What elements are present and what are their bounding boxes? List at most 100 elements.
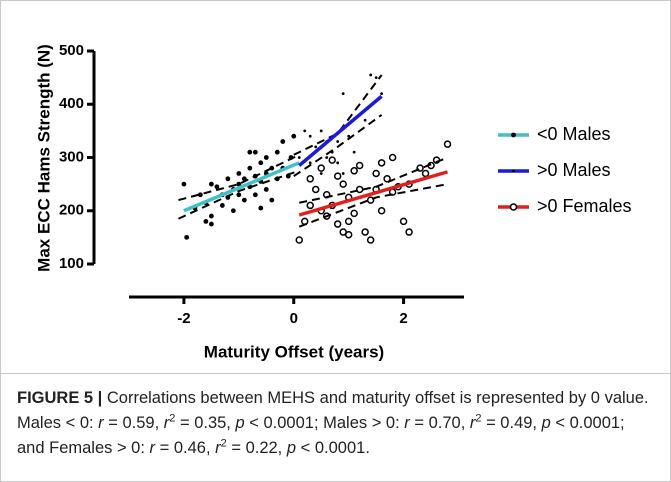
x-axis-title: Maturity Offset (years) (204, 342, 384, 361)
x-tick-label: 2 (399, 310, 407, 327)
point (252, 149, 258, 155)
confidence-band (293, 114, 383, 177)
caption-text: r (469, 414, 476, 432)
point (344, 230, 353, 239)
point (181, 181, 187, 187)
point (203, 218, 209, 224)
point (274, 149, 280, 155)
point (308, 161, 312, 165)
point (350, 209, 358, 218)
point (236, 181, 242, 187)
caption-text: = 0.49, (481, 414, 542, 432)
point (336, 140, 340, 143)
fit-line (183, 161, 300, 213)
fit-line (298, 170, 449, 217)
point (512, 169, 515, 173)
point (241, 197, 247, 203)
caption-text: r (163, 414, 170, 432)
confidence-band (293, 74, 383, 156)
point (184, 234, 190, 240)
point (319, 172, 323, 175)
point (225, 176, 231, 182)
point (328, 156, 336, 164)
point (311, 185, 320, 194)
y-tick-label: 400 (59, 95, 84, 112)
y-tick-label: 100 (59, 255, 84, 272)
point (339, 180, 347, 188)
caption-text: = 0.70, (409, 414, 470, 432)
y-axis-title: Max ECC Hams Strength (N) (34, 44, 53, 272)
point (319, 129, 323, 133)
chart: Max ECC Hams Strength (N) Maturity Offse… (34, 42, 631, 362)
point (405, 228, 413, 236)
point (306, 201, 314, 210)
point (280, 139, 286, 144)
point (236, 192, 242, 198)
confidence-band (298, 183, 448, 228)
point (336, 161, 340, 165)
point (369, 73, 373, 77)
point (443, 140, 452, 148)
caption-text: 2 (169, 412, 176, 425)
point (258, 205, 264, 211)
point (314, 145, 318, 149)
legend-label: >0 Males (537, 160, 611, 180)
fit-line (298, 94, 383, 167)
point (341, 92, 345, 95)
point (388, 153, 397, 162)
point (347, 134, 351, 138)
caption-text: r (98, 414, 104, 432)
point (350, 167, 358, 175)
caption-text: p (286, 439, 297, 457)
point (377, 206, 386, 215)
point (421, 169, 430, 178)
point (230, 208, 236, 214)
caption-text: 2 (220, 437, 227, 450)
point (197, 192, 203, 198)
point (214, 184, 220, 190)
point (509, 203, 518, 211)
point (308, 134, 312, 138)
point (352, 150, 356, 154)
point (208, 181, 214, 187)
point (306, 175, 314, 183)
caption-text: = 0.59, (103, 414, 164, 432)
point (333, 172, 342, 180)
point (269, 197, 275, 203)
caption-text: 2 (475, 412, 482, 425)
y-tick-label: 300 (59, 148, 84, 165)
point (383, 175, 391, 183)
point (341, 172, 345, 175)
point (317, 164, 325, 172)
point (247, 165, 253, 171)
point (355, 161, 364, 170)
caption-text: r (149, 439, 156, 457)
point (374, 76, 378, 80)
point (252, 192, 258, 198)
point (372, 169, 380, 178)
confidence-band (178, 169, 300, 220)
caption: FIGURE 5 | Correlations between MEHS and… (1, 373, 670, 461)
caption-text: r (404, 414, 410, 432)
point (366, 236, 375, 244)
point (236, 171, 242, 176)
point (297, 156, 301, 159)
point (208, 221, 214, 227)
point (355, 185, 364, 194)
caption-text: p (235, 414, 245, 432)
point (325, 156, 329, 159)
x-tick-label: -2 (177, 310, 190, 327)
point (258, 160, 264, 166)
point (263, 155, 269, 160)
point (263, 187, 269, 192)
caption-label: FIGURE 5 | (17, 389, 103, 407)
point (333, 220, 342, 228)
y-tick-label: 500 (59, 42, 84, 59)
caption-text: = 0.46, (155, 439, 216, 457)
confidence-band (299, 156, 448, 204)
point (291, 133, 297, 139)
point (511, 132, 516, 138)
point (344, 217, 353, 226)
caption-text: < 0.0001. (296, 439, 370, 457)
